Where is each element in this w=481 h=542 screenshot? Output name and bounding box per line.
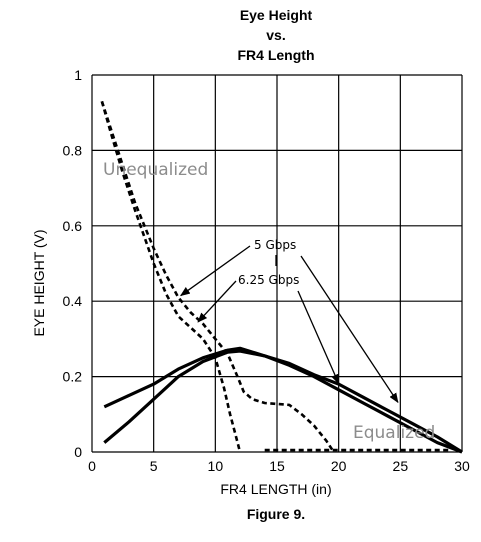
x-tick-label: 5 [150, 458, 158, 474]
y-axis-label: EYE HEIGHT (V) [31, 229, 47, 336]
x-tick-label: 25 [393, 458, 409, 474]
y-tick-label: 0.6 [63, 218, 83, 234]
x-axis-label: FR4 LENGTH (in) [220, 481, 331, 497]
x-tick-label: 30 [454, 458, 470, 474]
chart-title-line-1: Eye Height [240, 7, 313, 23]
equalized-label: Equalized [353, 423, 435, 443]
figure-caption: Figure 9. [247, 506, 305, 522]
callout-arrow-1 [179, 245, 251, 297]
x-tick-label: 20 [331, 458, 347, 474]
series-line-1 [100, 100, 335, 453]
series-line-5 [103, 349, 463, 454]
chart-title-line-3: FR4 Length [238, 47, 315, 63]
y-tick-label: 0.4 [63, 293, 83, 309]
series-lines [100, 100, 463, 454]
grid [91, 74, 463, 453]
callout-arrow-2 [197, 280, 237, 323]
chart-title-line-2: vs. [266, 27, 285, 43]
y-tick-label: 1 [74, 67, 82, 83]
callout-arrows [179, 245, 399, 404]
callout-arrow-4 [297, 290, 340, 385]
y-tick-label: 0 [74, 444, 82, 460]
label-6-25-gbps: 6.25 Gbps [238, 273, 299, 287]
callout-arrow-3 [300, 255, 399, 404]
x-tick-label: 0 [88, 458, 96, 474]
y-tick-label: 0.2 [63, 369, 83, 385]
tick-labels: 0 5 10 15 20 25 30 0 0.2 0.4 0.6 0.8 1 [63, 67, 470, 474]
label-5-gbps: 5 Gbps [254, 238, 296, 252]
x-tick-label: 10 [208, 458, 224, 474]
y-tick-label: 0.8 [63, 142, 83, 158]
x-tick-label: 15 [269, 458, 285, 474]
unequalized-label: Unequalized [103, 160, 208, 180]
series-line-2 [100, 101, 242, 453]
